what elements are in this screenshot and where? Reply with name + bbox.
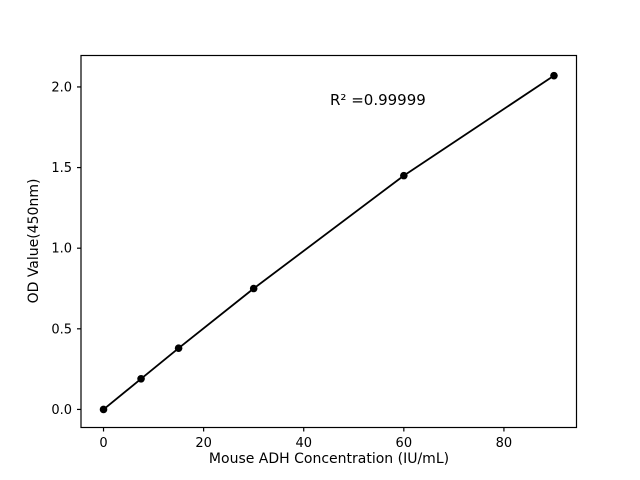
x-tick-label: 0	[99, 436, 107, 451]
y-tick-label: 0.0	[51, 403, 72, 418]
y-tick-label: 0.5	[51, 322, 72, 337]
data-point	[550, 71, 558, 80]
data-point	[137, 375, 145, 383]
data-point	[400, 171, 408, 180]
data-point	[249, 284, 258, 293]
axes-frame	[80, 54, 578, 429]
x-tick-label: 40	[295, 436, 312, 451]
y-tick-label: 2.0	[51, 80, 72, 95]
x-tick-label: 20	[195, 436, 212, 451]
x-tick-label: 80	[496, 436, 513, 451]
y-axis-label: OD Value(450nm)	[26, 178, 42, 304]
data-point	[99, 405, 108, 414]
y-tick-label: 1.0	[51, 242, 72, 257]
x-axis-label: Mouse ADH Concentration (IU/mL)	[208, 451, 450, 467]
y-tick-label: 1.5	[51, 161, 72, 176]
data-point	[174, 344, 183, 352]
r-squared-annotation: R² =0.99999	[330, 91, 426, 109]
x-tick-label: 60	[396, 436, 413, 451]
standard-curve-line	[102, 74, 555, 411]
